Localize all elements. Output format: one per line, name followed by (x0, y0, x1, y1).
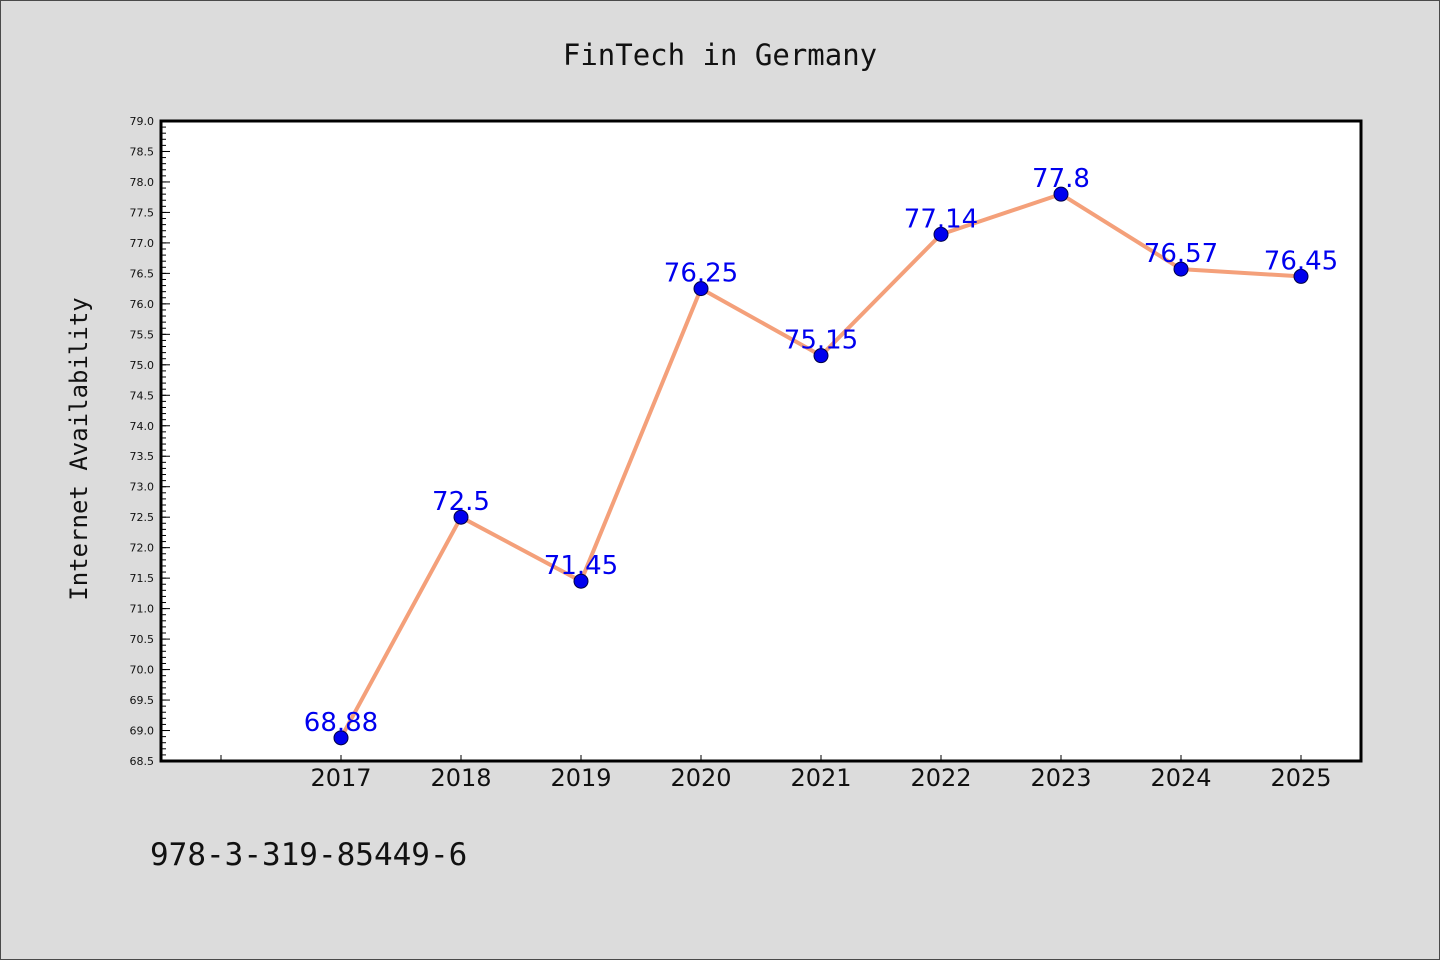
y-tick-label: 76.0 (130, 298, 155, 311)
y-tick-label: 79.0 (130, 115, 155, 128)
y-tick-label: 71.0 (130, 603, 155, 616)
x-tick-label: 2017 (310, 764, 371, 792)
y-tick-label: 74.5 (130, 389, 155, 402)
data-label: 76.57 (1144, 239, 1218, 269)
data-point (693, 281, 709, 297)
data-point (333, 730, 349, 746)
y-tick-label: 75.5 (130, 328, 155, 341)
x-tick-label: 2022 (910, 764, 971, 792)
data-point (1293, 268, 1309, 284)
data-label: 76.45 (1264, 246, 1338, 276)
data-point (573, 573, 589, 589)
y-tick-label: 68.5 (130, 755, 155, 768)
data-label: 71.45 (544, 551, 618, 581)
y-tick-label: 78.0 (130, 176, 155, 189)
data-label: 77.8 (1032, 164, 1090, 194)
y-tick-label: 73.0 (130, 481, 155, 494)
series-line-group: 68.88 72.5 71.45 76.25 75.15 77.14 77.8 76.57 76… (304, 164, 1338, 746)
y-tick-label: 75.0 (130, 359, 155, 372)
isbn-text: 978-3-319-85449-6 (150, 837, 467, 873)
data-point (813, 348, 829, 364)
data-label: 75.15 (784, 326, 858, 356)
data-label: 76.25 (664, 259, 738, 289)
y-tick-label: 76.5 (130, 267, 155, 280)
x-tick-label: 2020 (670, 764, 731, 792)
x-tick-label: 2025 (1270, 764, 1331, 792)
x-tick-label: 2024 (1150, 764, 1211, 792)
y-tick-label: 73.5 (130, 450, 155, 463)
axis-ticks: 68.5 69.0 69.5 70.0 70.5 71.0 71.5 72.0 72.5 73.0… (130, 115, 1332, 792)
y-tick-label: 72.0 (130, 542, 155, 555)
data-point (1053, 186, 1069, 202)
y-tick-label: 70.5 (130, 633, 155, 646)
x-tick-label: 2023 (1030, 764, 1091, 792)
data-label: 68.88 (304, 708, 378, 738)
data-point (1173, 261, 1189, 277)
y-tick-label: 77.5 (130, 206, 155, 219)
x-tick-label: 2018 (430, 764, 491, 792)
plot-area (159, 119, 1363, 763)
y-tick-label: 74.0 (130, 420, 155, 433)
y-tick-label: 69.0 (130, 725, 155, 738)
y-tick-label: 71.5 (130, 572, 155, 585)
x-tick-label: 2019 (550, 764, 611, 792)
y-tick-label: 77.0 (130, 237, 155, 250)
y-tick-label: 70.0 (130, 664, 155, 677)
data-label: 77.14 (904, 204, 978, 234)
y-axis-label: Internet Availability (65, 297, 93, 600)
x-tick-label: 2021 (790, 764, 851, 792)
y-tick-label: 69.5 (130, 694, 155, 707)
y-tick-label: 72.5 (130, 511, 155, 524)
data-label: 72.5 (432, 487, 490, 517)
y-tick-label: 78.5 (130, 145, 155, 158)
data-point (933, 226, 949, 242)
data-point (453, 509, 469, 525)
chart-title: FinTech in Germany (563, 38, 877, 72)
